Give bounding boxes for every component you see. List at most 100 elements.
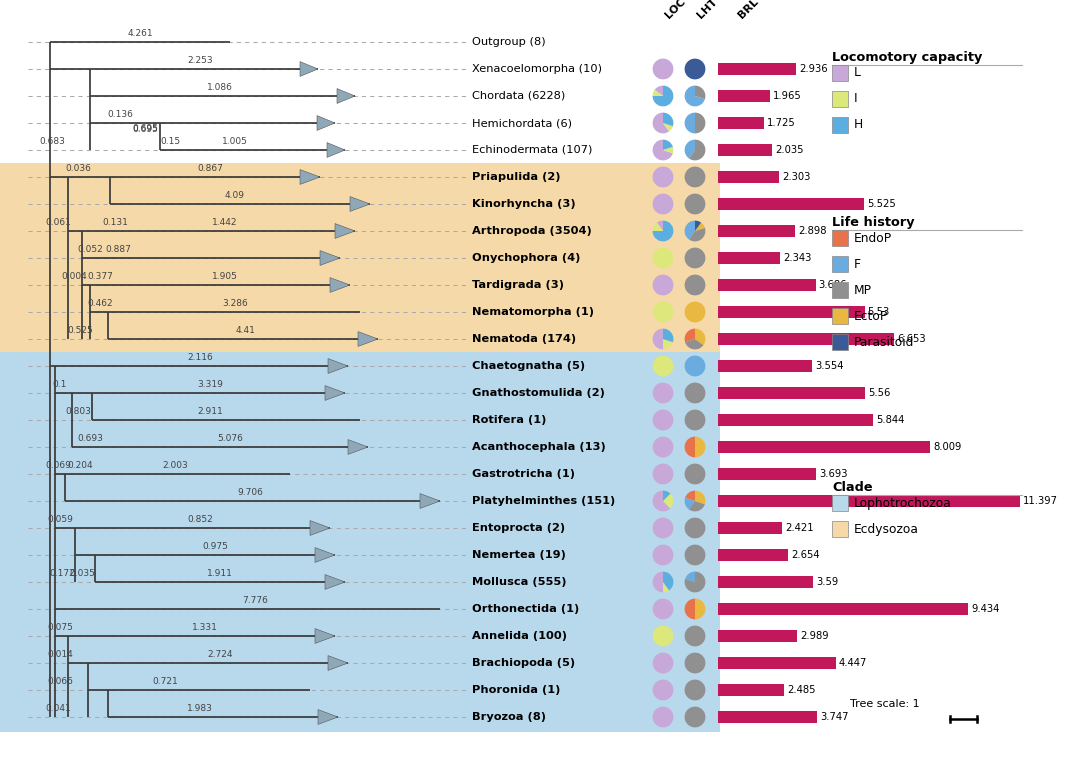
Wedge shape [696,328,705,345]
Text: MP: MP [854,284,872,297]
Text: 0.059: 0.059 [48,515,73,524]
Bar [832,282,848,298]
Text: 5.56: 5.56 [868,388,891,398]
Bar [718,143,772,157]
Polygon shape [325,574,345,589]
Wedge shape [689,227,705,241]
Wedge shape [685,571,696,582]
Wedge shape [652,679,674,700]
Bar [832,521,848,537]
Text: 7.776: 7.776 [242,596,268,605]
Bar [832,117,848,133]
Text: Mollusca (555): Mollusca (555) [472,577,567,587]
Text: Gnathostomulida (2): Gnathostomulida (2) [472,388,605,398]
Text: 1.983: 1.983 [187,704,213,713]
Text: 0.035: 0.035 [69,569,95,578]
Text: 2.116: 2.116 [187,353,213,362]
Text: F: F [854,258,861,271]
Text: 2.654: 2.654 [792,550,820,560]
Text: 0.136: 0.136 [107,110,133,119]
Text: 2.003: 2.003 [162,461,188,470]
Bar [832,230,848,246]
Text: 2.253: 2.253 [187,56,213,65]
Wedge shape [685,544,705,565]
Text: 1.442: 1.442 [213,218,238,227]
Wedge shape [652,652,674,673]
Wedge shape [652,706,674,727]
Text: 0.061: 0.061 [45,218,71,227]
Text: 0.066: 0.066 [48,677,73,686]
Text: 3.319: 3.319 [197,380,222,389]
Wedge shape [663,113,674,126]
Wedge shape [652,90,663,96]
Text: 5.525: 5.525 [867,199,896,209]
Wedge shape [654,86,663,96]
Text: 0.975: 0.975 [202,542,228,551]
Text: Outgroup (8): Outgroup (8) [472,37,545,47]
Text: L: L [854,66,861,79]
Bar [718,89,770,103]
Text: 1.005: 1.005 [222,137,248,146]
Wedge shape [652,382,674,403]
FancyBboxPatch shape [0,352,720,732]
Wedge shape [696,86,705,99]
Text: Clade: Clade [832,481,873,494]
Wedge shape [685,382,705,403]
Bar [718,495,1020,507]
Bar [718,360,812,372]
Text: 2.343: 2.343 [783,253,811,263]
Wedge shape [696,436,705,457]
Polygon shape [348,439,368,454]
Text: Kinorhyncha (3): Kinorhyncha (3) [472,199,576,209]
Polygon shape [335,224,355,238]
Wedge shape [685,463,705,484]
Text: 0.204: 0.204 [67,461,93,470]
Text: Parasitoid: Parasitoid [854,335,915,348]
Wedge shape [696,113,705,133]
Wedge shape [652,436,674,457]
Text: 1.725: 1.725 [767,118,796,128]
Wedge shape [652,247,674,268]
Bar [832,91,848,107]
Text: Tardigrada (3): Tardigrada (3) [472,280,564,290]
Polygon shape [420,493,440,508]
FancyBboxPatch shape [0,163,720,353]
Text: Nemertea (19): Nemertea (19) [472,550,566,560]
Text: 3.686: 3.686 [819,280,847,290]
Polygon shape [315,547,335,562]
Bar [718,549,788,561]
Text: 3.747: 3.747 [821,712,849,722]
Text: 0.036: 0.036 [65,164,91,173]
Text: 3.286: 3.286 [222,299,248,308]
Text: 0.525: 0.525 [67,326,93,335]
Wedge shape [663,146,674,153]
Text: 2.989: 2.989 [800,631,828,641]
Text: 3.554: 3.554 [815,361,843,371]
Polygon shape [325,386,345,400]
Text: Entoprocta (2): Entoprocta (2) [472,523,565,533]
Bar [718,630,797,642]
Wedge shape [652,274,674,295]
Bar [718,116,764,130]
Wedge shape [663,123,673,131]
Text: 0.867: 0.867 [197,164,222,173]
Text: Platyhelminthes (151): Platyhelminthes (151) [472,496,616,506]
Bar [718,306,865,318]
Polygon shape [310,520,330,535]
Text: 1.965: 1.965 [773,91,801,101]
Text: 4.261: 4.261 [127,29,152,38]
Text: 2.303: 2.303 [782,172,810,182]
Text: H: H [854,119,863,132]
Bar [832,495,848,511]
Bar [718,576,813,588]
Text: 9.706: 9.706 [238,488,262,497]
Text: I: I [854,93,858,106]
Wedge shape [685,679,705,700]
Bar [718,657,836,669]
Wedge shape [696,221,701,231]
Wedge shape [685,194,705,214]
Text: 0.693: 0.693 [77,434,103,443]
Polygon shape [318,116,335,130]
Text: Echinodermata (107): Echinodermata (107) [472,145,592,155]
Bar [718,441,930,453]
